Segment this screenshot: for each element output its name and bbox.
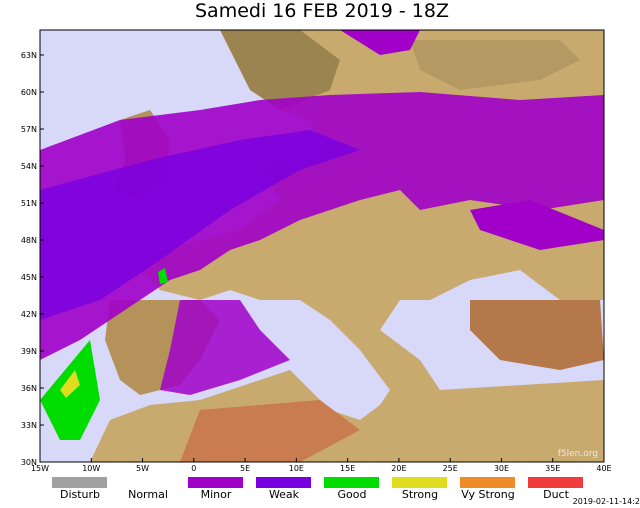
- latitude-label: 42N: [21, 310, 37, 319]
- longitude-label: 10W: [82, 464, 100, 473]
- longitude-label: 30E: [494, 464, 509, 473]
- weak-zone: [40, 130, 360, 320]
- longitude-label: 0: [191, 464, 196, 473]
- latitude-label: 63N: [21, 51, 37, 60]
- longitude-label: 20E: [391, 464, 406, 473]
- legend-swatch: [324, 477, 379, 488]
- longitude-label: 35E: [545, 464, 560, 473]
- latitude-label: 33N: [21, 421, 37, 430]
- latitude-label: 60N: [21, 88, 37, 97]
- legend-label: Duct: [543, 488, 569, 501]
- longitude-label: 15W: [31, 464, 49, 473]
- legend-label: Good: [338, 488, 367, 501]
- legend-swatch: [188, 477, 243, 488]
- map: [40, 30, 604, 462]
- longitude-label: 10E: [289, 464, 304, 473]
- legend-swatch: [52, 477, 107, 488]
- legend-swatch: [392, 477, 447, 488]
- legend-label: Strong: [402, 488, 438, 501]
- legend-swatch: [120, 477, 175, 488]
- map-title: Samedi 16 FEB 2019 - 18Z: [195, 0, 449, 22]
- map-frame: [39, 29, 605, 463]
- longitude-label: 25E: [443, 464, 458, 473]
- legend-label: Disturb: [60, 488, 100, 501]
- good-spot: [158, 268, 168, 284]
- legend-label: Minor: [201, 488, 232, 501]
- latitude-label: 48N: [21, 236, 37, 245]
- legend-label: Normal: [128, 488, 168, 501]
- strong-zone: [60, 370, 80, 398]
- latitude-label: 45N: [21, 273, 37, 282]
- legend-swatch: [528, 477, 583, 488]
- timestamp: 2019-02-11-14:2: [573, 497, 640, 506]
- anatolia: [470, 300, 604, 370]
- latitude-label: 51N: [21, 199, 37, 208]
- legend: Disturb Normal Minor Weak Good Strong Vy Stron…: [52, 477, 583, 501]
- minor-med: [160, 300, 290, 395]
- legend-swatch: [460, 477, 515, 488]
- atlas: [180, 400, 360, 462]
- longitude-label: 5E: [240, 464, 250, 473]
- latitude-label: 57N: [21, 125, 37, 134]
- latitude-label: 39N: [21, 347, 37, 356]
- minor-north: [340, 30, 420, 55]
- finland: [410, 40, 580, 90]
- longitude-label: 40E: [596, 464, 611, 473]
- legend-swatch: [256, 477, 311, 488]
- scandinavia: [220, 30, 340, 110]
- longitude-label: 15E: [340, 464, 355, 473]
- latitude-label: 36N: [21, 384, 37, 393]
- latitude-label: 30N: [21, 458, 37, 467]
- latitude-label: 54N: [21, 162, 37, 171]
- legend-label: Weak: [269, 488, 300, 501]
- watermark: f5len.org: [558, 449, 598, 459]
- longitude-label: 5W: [136, 464, 149, 473]
- minor-east: [470, 200, 604, 250]
- legend-label: Vy Strong: [461, 488, 515, 501]
